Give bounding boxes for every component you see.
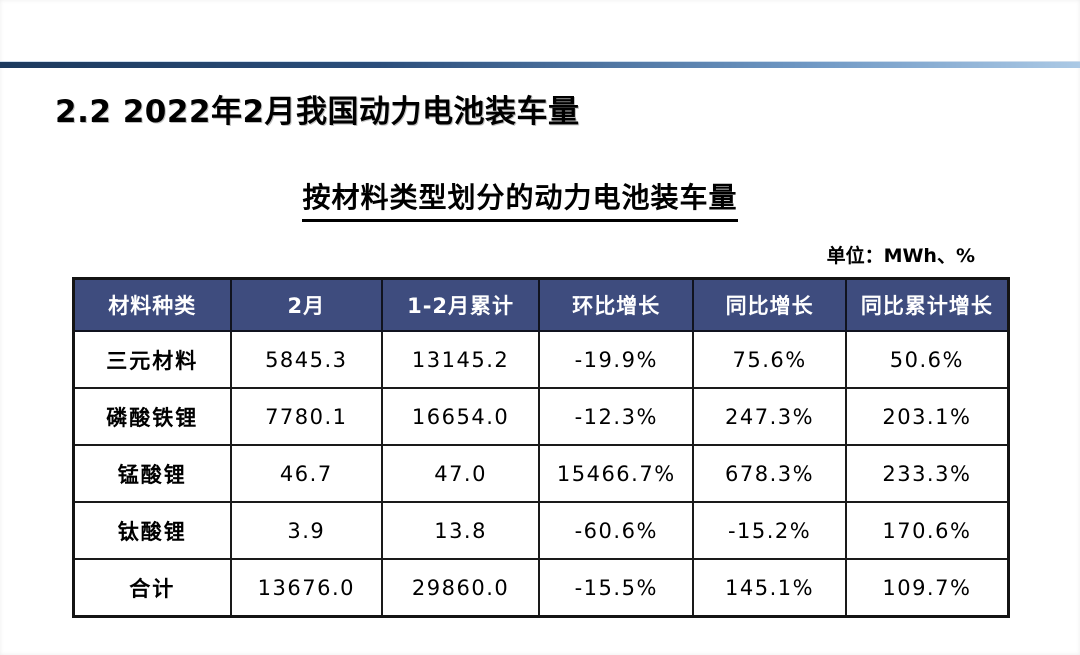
value-cell: 247.3% [692,387,847,446]
value-cell: 109.7% [844,558,1010,618]
value-cell: 50.6% [844,330,1010,389]
value-cell: -12.3% [538,387,695,446]
column-header: 同比累计增长 [844,277,1010,332]
value-cell: 203.1% [844,387,1010,446]
value-cell: 29860.0 [381,558,541,618]
table-title: 按材料类型划分的动力电池装车量 [302,176,738,222]
column-header: 环比增长 [538,277,695,332]
value-cell: 15466.7% [538,444,695,503]
value-cell: -15.5% [538,558,695,618]
material-name-cell: 合计 [72,558,232,618]
table-row: 钛酸锂 3.9 13.8 -60.6% -15.2% 170.6% [72,501,1010,560]
table-row: 合计 13676.0 29860.0 -15.5% 145.1% 109.7% [72,558,1010,618]
value-cell: 3.9 [229,501,384,560]
column-header: 1-2月累计 [381,277,541,332]
value-cell: 678.3% [692,444,847,503]
value-cell: 170.6% [844,501,1010,560]
table-row: 锰酸锂 46.7 47.0 15466.7% 678.3% 233.3% [72,444,1010,503]
column-header: 材料种类 [72,277,232,332]
material-name-cell: 钛酸锂 [72,501,232,560]
value-cell: 46.7 [229,444,384,503]
column-header: 同比增长 [692,277,847,332]
battery-data-table: 材料种类 2月 1-2月累计 环比增长 同比增长 同比累计增长 三元材料 5845.3 131… [72,277,1010,618]
material-name-cell: 磷酸铁锂 [72,387,232,446]
value-cell: -15.2% [692,501,847,560]
value-cell: 13145.2 [381,330,541,389]
value-cell: 5845.3 [229,330,384,389]
value-cell: 47.0 [381,444,541,503]
material-name-cell: 锰酸锂 [72,444,232,503]
value-cell: 13.8 [381,501,541,560]
value-cell: -60.6% [538,501,695,560]
value-cell: -19.9% [538,330,695,389]
value-cell: 145.1% [692,558,847,618]
value-cell: 16654.0 [381,387,541,446]
header-accent-line [0,61,1080,68]
value-cell: 75.6% [692,330,847,389]
table-title-wrap: 按材料类型划分的动力电池装车量 [0,176,1040,222]
value-cell: 233.3% [844,444,1010,503]
table-row: 磷酸铁锂 7780.1 16654.0 -12.3% 247.3% 203.1% [72,387,1010,446]
unit-label: 单位：MWh、% [826,245,975,267]
table-body: 三元材料 5845.3 13145.2 -19.9% 75.6% 50.6% 磷酸铁锂 778… [72,330,1010,618]
table-row: 三元材料 5845.3 13145.2 -19.9% 75.6% 50.6% [72,330,1010,389]
section-title: 2.2 2022年2月我国动力电池装车量 [55,94,580,130]
table-header-row: 材料种类 2月 1-2月累计 环比增长 同比增长 同比累计增长 [72,277,1010,332]
value-cell: 7780.1 [229,387,384,446]
table-head: 材料种类 2月 1-2月累计 环比增长 同比增长 同比累计增长 [72,277,1010,332]
value-cell: 13676.0 [229,558,384,618]
material-name-cell: 三元材料 [72,330,232,389]
column-header: 2月 [229,277,384,332]
